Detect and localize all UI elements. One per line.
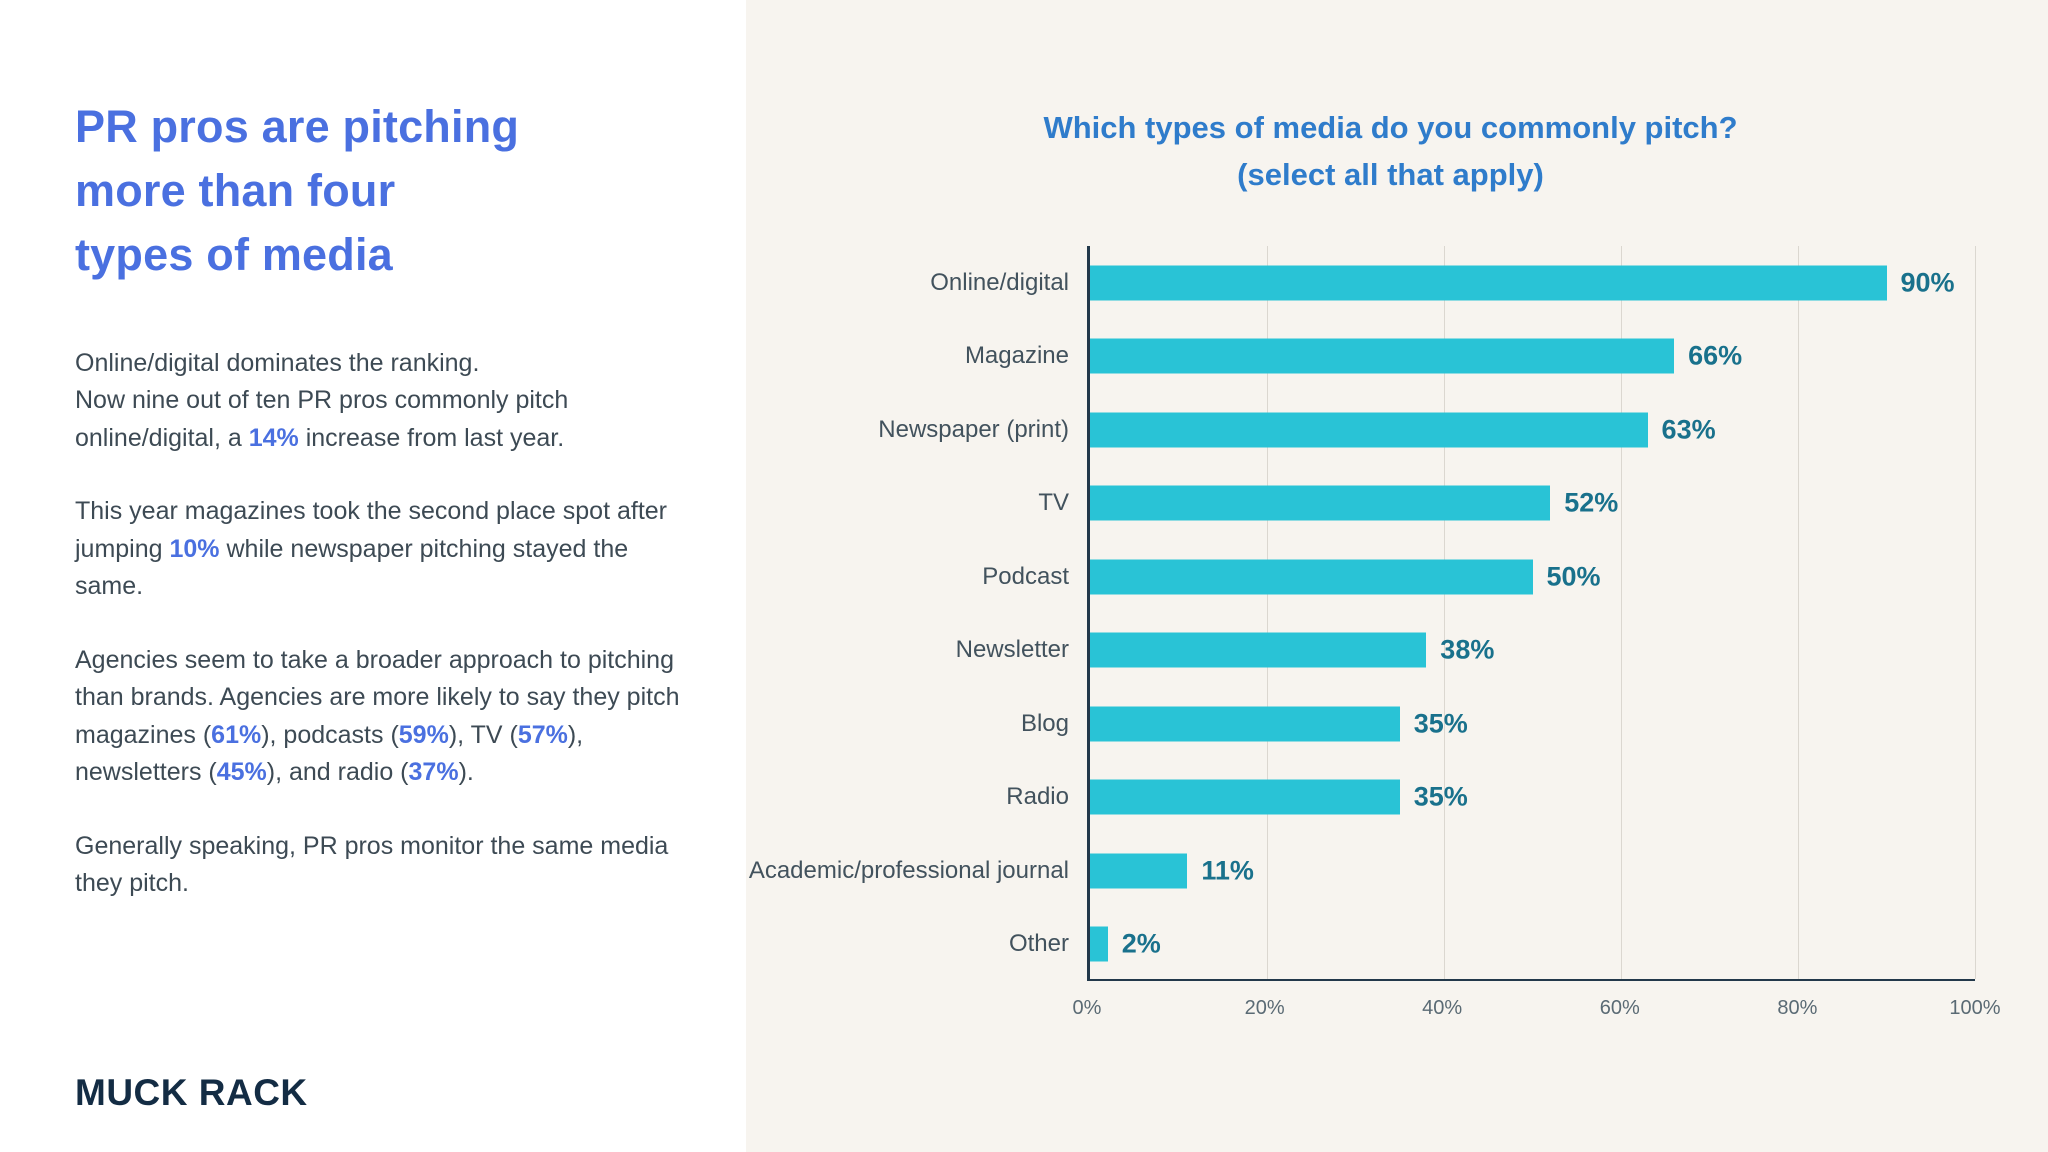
- highlight-stat: 57%: [517, 720, 568, 749]
- grid-line: [1621, 246, 1622, 979]
- category-label: Online/digital: [930, 268, 1069, 296]
- bar-row: 35%: [1090, 687, 1975, 761]
- bar-row: 2%: [1090, 908, 1975, 982]
- bar-value-label: 90%: [1900, 267, 1955, 298]
- bar-value-label: 35%: [1413, 781, 1468, 812]
- grid-line: [1267, 246, 1268, 979]
- bar-chart: Online/digital Magazine Newspaper (print) T…: [746, 246, 2001, 1029]
- x-tick-label: 60%: [1599, 997, 1640, 1019]
- bar: [1090, 265, 1887, 301]
- bar-row: 11%: [1090, 834, 1975, 908]
- bar-value-label: 66%: [1688, 340, 1743, 371]
- bar: [1090, 485, 1551, 521]
- bar-row: 38%: [1090, 614, 1975, 688]
- category-label: Newspaper (print): [878, 415, 1069, 443]
- bar: [1090, 926, 1108, 962]
- x-tick-label: 0%: [1072, 997, 1102, 1019]
- bar-value-label: 52%: [1564, 487, 1619, 518]
- category-label: Radio: [1006, 783, 1069, 811]
- chart-plot-area: 90% 66% 63% 52% 50% 38% 35% 35% 11% 2%: [1087, 246, 1976, 982]
- grid-line: [1975, 246, 1976, 979]
- x-tick-label: 100%: [1949, 997, 2001, 1019]
- paragraph: This year magazines took the second plac…: [75, 497, 667, 601]
- highlight-stat: 59%: [398, 720, 449, 749]
- x-tick-label: 80%: [1777, 997, 1818, 1019]
- bar-value-label: 38%: [1440, 634, 1495, 665]
- bar-row: 35%: [1090, 761, 1975, 835]
- category-label: Blog: [1020, 709, 1069, 737]
- body-copy: Online/digital dominates the ranking. No…: [75, 345, 686, 903]
- highlight-stat: 10%: [169, 534, 220, 563]
- left-panel: PR pros are pitching more than four type…: [0, 0, 746, 1152]
- category-label: Other: [1008, 930, 1069, 958]
- bar: [1090, 706, 1400, 742]
- highlight-stat: 14%: [248, 423, 299, 452]
- bar: [1090, 779, 1400, 815]
- bar-value-label: 11%: [1201, 855, 1254, 886]
- category-labels: Online/digital Magazine Newspaper (print) T…: [746, 246, 1087, 981]
- bar-row: 63%: [1090, 393, 1975, 467]
- muck-rack-logo: MUCK RACK: [75, 1072, 308, 1113]
- paragraph: Agencies seem to take a broader approach…: [75, 645, 680, 787]
- x-axis-ticks: 0% 20% 40% 60% 80% 100%: [1073, 981, 2001, 1029]
- highlight-stat: 61%: [211, 720, 262, 749]
- grid-line: [1798, 246, 1799, 979]
- chart-panel: Which types of media do you commonly pit…: [746, 0, 2048, 1152]
- bar-value-label: 63%: [1661, 414, 1716, 445]
- category-label: Academic/professional journal: [748, 856, 1069, 884]
- paragraph: Generally speaking, PR pros monitor the …: [75, 831, 669, 898]
- category-label: Magazine: [964, 342, 1069, 370]
- highlight-stat: 37%: [408, 758, 459, 787]
- category-label: Podcast: [982, 562, 1069, 590]
- x-tick-label: 20%: [1244, 997, 1285, 1019]
- highlight-stat: 45%: [216, 758, 267, 787]
- category-label: Newsletter: [955, 636, 1069, 664]
- bar: [1090, 632, 1427, 668]
- bar: [1090, 559, 1533, 595]
- page-title: PR pros are pitching more than four type…: [75, 101, 520, 280]
- bar-row: 90%: [1090, 246, 1975, 320]
- paragraph: Online/digital dominates the ranking. No…: [75, 348, 569, 452]
- bar-row: 52%: [1090, 467, 1975, 541]
- bar-value-label: 50%: [1546, 561, 1601, 592]
- bar-value-label: 35%: [1413, 708, 1468, 739]
- bar: [1090, 412, 1648, 448]
- bar: [1090, 853, 1188, 889]
- bar-row: 66%: [1090, 320, 1975, 394]
- bar-value-label: 2%: [1121, 928, 1161, 959]
- bar: [1090, 338, 1675, 374]
- category-label: TV: [1038, 489, 1069, 517]
- chart-title: Which types of media do you commonly pit…: [1043, 110, 1738, 192]
- x-tick-label: 40%: [1422, 997, 1463, 1019]
- bar-row: 50%: [1090, 540, 1975, 614]
- grid-line: [1444, 246, 1445, 979]
